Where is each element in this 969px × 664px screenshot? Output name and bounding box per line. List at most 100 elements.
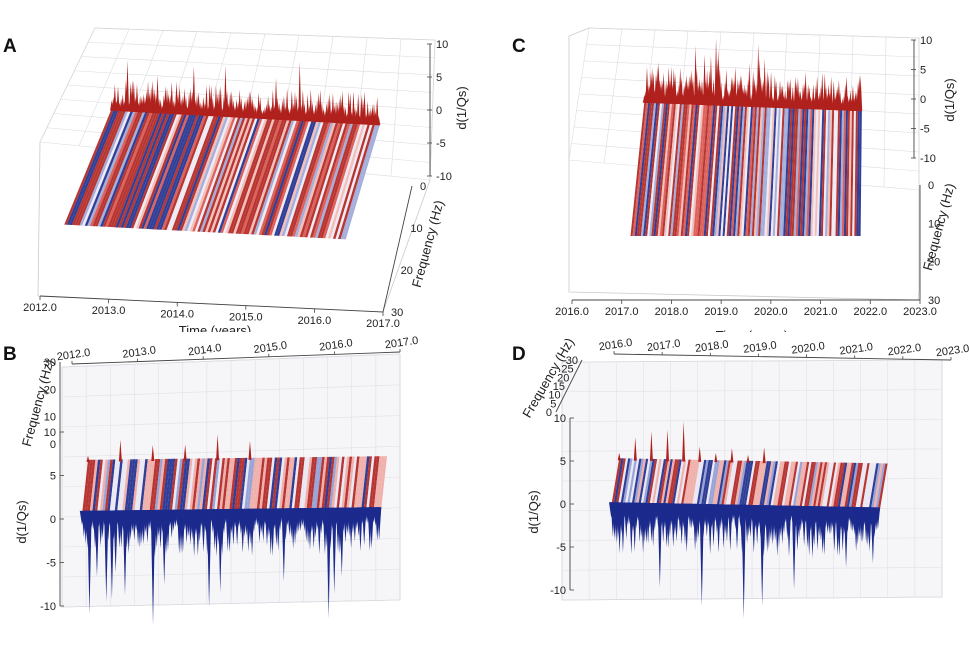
surface-stripe — [209, 458, 218, 514]
surface-stripe — [166, 113, 212, 231]
surface-stripe — [835, 108, 841, 236]
surface-stripe — [814, 107, 821, 236]
surface-stripe — [841, 108, 847, 236]
surface-stripe — [74, 109, 124, 226]
dip-series — [79, 507, 382, 626]
dip — [620, 502, 626, 553]
x-tick-label: 2016.0 — [298, 315, 332, 327]
surface-stripe — [368, 456, 378, 512]
surface-stripe — [850, 108, 854, 236]
surface-stripe — [691, 459, 702, 508]
dip-series — [609, 502, 881, 619]
surface-stripe — [776, 461, 787, 510]
surface-stripe — [682, 102, 696, 236]
surface-stripe — [743, 460, 754, 509]
surface-stripe — [682, 459, 694, 508]
surface-stripe — [720, 460, 732, 509]
surface-stripe — [833, 108, 839, 236]
surface-stripe — [321, 456, 330, 512]
surface-stripe — [179, 458, 188, 514]
grid-line — [581, 77, 920, 96]
surface-stripes — [64, 108, 381, 240]
surface-stripe — [119, 459, 128, 515]
surface-stripe — [131, 459, 141, 515]
dip — [339, 507, 344, 577]
surface-stripe — [852, 108, 856, 236]
surface-stripe — [705, 460, 716, 509]
x-tick-label: 2020.0 — [754, 306, 788, 318]
surface-stripe — [763, 461, 774, 510]
surface-stripe — [669, 459, 680, 508]
surface-stripe — [787, 461, 799, 510]
surface-stripe — [271, 119, 312, 236]
surface-stripe — [212, 116, 256, 233]
x-tick-label: 2020.0 — [791, 340, 826, 357]
surface-stripe — [217, 116, 261, 233]
dip — [376, 507, 382, 540]
spike — [132, 80, 136, 112]
surface-stripe — [109, 459, 118, 515]
grid-line — [88, 41, 435, 58]
spike — [617, 452, 621, 461]
surface-stripe — [866, 463, 877, 512]
surface-stripe — [151, 113, 198, 230]
surface-stripe — [764, 105, 773, 236]
spike-series — [642, 38, 863, 112]
z-tick-label: 10 — [554, 413, 566, 425]
surface-stripe — [705, 103, 718, 237]
surface-stripe — [726, 104, 738, 237]
grid-line — [61, 599, 401, 608]
spike — [362, 91, 367, 125]
surface-stripe — [199, 115, 244, 232]
x-tick-label: 2023.0 — [935, 343, 969, 360]
x-tick-label: 2016.0 — [598, 337, 633, 354]
surface-stripe — [336, 456, 345, 512]
surface-stripe — [758, 461, 770, 510]
surface-stripe — [166, 458, 176, 514]
dip — [87, 510, 92, 615]
surface-stripe — [302, 121, 342, 238]
surface-stripe — [251, 118, 293, 235]
y-tick-label: 20 — [557, 372, 569, 384]
dip — [875, 507, 881, 530]
surface-stripe — [238, 117, 281, 234]
surface-stripe — [676, 459, 687, 508]
surface-stripe — [110, 111, 159, 228]
surface-stripe — [613, 458, 624, 507]
y-axis-line — [382, 185, 413, 313]
surface-stripe — [279, 119, 320, 237]
surface-stripe — [156, 113, 203, 230]
surface-stripe — [799, 106, 807, 236]
surface-stripe — [281, 120, 322, 237]
y-tick-label: 30 — [566, 355, 578, 367]
surface-stripe — [335, 122, 373, 239]
surface-stripe — [201, 458, 211, 514]
surface-band — [82, 456, 387, 515]
surface-stripe — [857, 463, 868, 512]
surface-stripe — [630, 100, 647, 236]
panel-d: D 2016.0 2017.0 2018.0 2019.0 2020.0 2021.0 20… — [484, 332, 969, 664]
surface-stripe — [130, 112, 178, 229]
spike — [682, 421, 686, 462]
surface-stripe — [785, 106, 793, 236]
surface-stripe — [693, 103, 706, 236]
z-tick-label: -10 — [436, 171, 452, 183]
surface-stripe — [184, 458, 193, 514]
surface-stripe — [789, 106, 797, 236]
grid-line — [586, 44, 920, 58]
surface-stripe — [94, 459, 103, 515]
surface-stripe — [192, 115, 237, 232]
surface-stripe — [745, 104, 756, 236]
surface-stripe — [104, 459, 113, 515]
z-tick-label: 5 — [436, 72, 442, 84]
surface-stripe — [156, 458, 166, 514]
surface-stripe — [231, 457, 240, 513]
surface-stripe — [261, 118, 303, 236]
chart-a: 2012.0 2013.0 2014.0 2015.0 2016.0 2017.0 Time… — [23, 27, 469, 332]
surface-stripe — [248, 457, 258, 513]
panel-b: B 2012.0 2013.0 2014.0 2015.0 2016.0 2017.0 30… — [0, 332, 484, 664]
surface-stripe — [327, 122, 366, 239]
surface-stripe — [293, 457, 303, 513]
surface-stripe — [253, 457, 263, 513]
panel-label-b: B — [3, 344, 17, 365]
